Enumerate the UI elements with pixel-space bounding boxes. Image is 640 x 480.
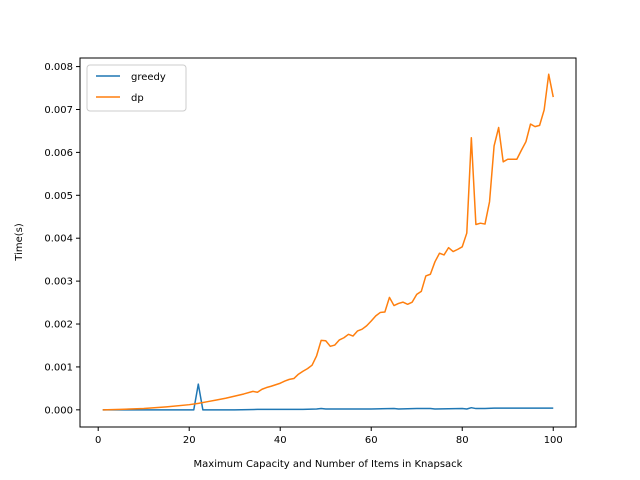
x-tick-label: 60 xyxy=(365,435,378,446)
legend: greedy dp xyxy=(86,64,187,112)
y-tick-label: 0.000 xyxy=(44,405,73,416)
series-layer xyxy=(102,73,554,411)
y-axis: 0.000 0.001 0.002 0.003 0.004 0.005 0.006 0.007… xyxy=(44,62,80,416)
x-tick-label: 80 xyxy=(456,435,469,446)
y-tick-label: 0.007 xyxy=(44,105,73,116)
x-tick-label: 0 xyxy=(95,435,101,446)
legend-label-dp: dp xyxy=(131,93,144,104)
y-tick-label: 0.006 xyxy=(44,148,73,159)
y-tick-label: 0.001 xyxy=(44,362,73,373)
x-tick-label: 100 xyxy=(544,435,563,446)
y-tick-label: 0.004 xyxy=(44,234,73,245)
x-tick-label: 40 xyxy=(274,435,287,446)
y-axis-label: Time(s) xyxy=(14,223,25,262)
series-line-dp xyxy=(102,73,554,411)
y-tick-label: 0.003 xyxy=(44,277,73,288)
y-tick-label: 0.002 xyxy=(44,320,73,331)
x-axis: 0 20 40 60 80 100 xyxy=(95,427,563,446)
legend-label-greedy: greedy xyxy=(131,72,166,83)
y-tick-label: 0.008 xyxy=(44,62,73,73)
x-tick-label: 20 xyxy=(183,435,196,446)
y-tick-label: 0.005 xyxy=(44,191,73,202)
plot-area-frame xyxy=(79,57,577,428)
x-axis-label: Maximum Capacity and Number of Items in … xyxy=(194,459,463,470)
series-line-greedy xyxy=(102,383,554,411)
